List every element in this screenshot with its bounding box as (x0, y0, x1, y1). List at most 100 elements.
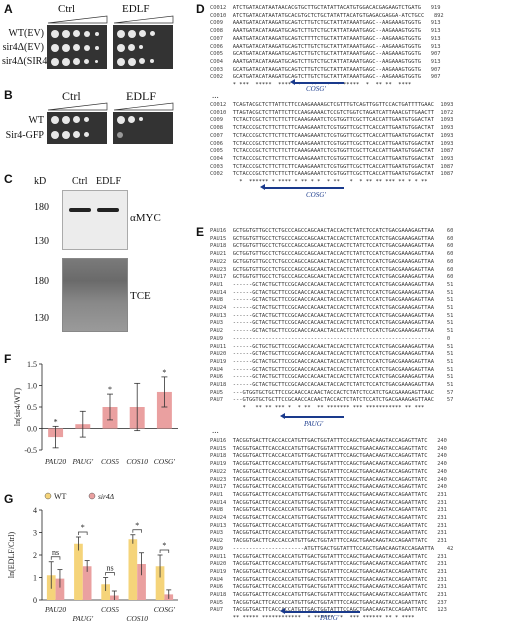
sequence: TACGGTGACTTCACCACCATGTTGACTGGTATTTCCAGCT… (232, 438, 428, 444)
alignment-row: CO05 TCTACCCGCTCTTCTTCTTCAAAGAAATCTCGTGG… (210, 148, 453, 156)
significance-marker: ns (106, 564, 113, 573)
alignment-row: PAU13 ------GCTACTGCTTCCGCAACCACAACTACCA… (210, 313, 453, 321)
sequence-position: 1093 (433, 125, 454, 132)
sequence-name: PAU8 (210, 297, 233, 304)
sequence: ------GCTACTGCTTCCGCAACCACAACTACCACTCTAT… (232, 366, 434, 373)
sequence-position: 1093 (433, 102, 454, 108)
cosg-arrow-2 (260, 184, 344, 190)
sequence: TCTACCCGCTCTTCTTCTTCAAAGAAATCTCGTGGTTCGC… (232, 171, 434, 178)
sequence-name: PAU17 (210, 484, 233, 491)
sequence-position: 231 (427, 592, 447, 599)
sequence-name: CO09 (210, 117, 233, 124)
sequence-name: CO010 (210, 12, 233, 19)
marker-180: 180 (34, 202, 49, 213)
sequence: TACGGTGACTTCACCACCATGTTGACTGGTATTTCCAGCT… (232, 561, 428, 568)
category-label: COS5 (101, 457, 119, 466)
sequence: ------GCTACTGCTTCCGCAACCACAACTACCACTCTAT… (232, 289, 434, 296)
sequence-position: 51 (433, 366, 454, 373)
alignment-row: CO07 AAATGATACATAAGATGCAGTCTTTTCTGCTATTA… (210, 36, 444, 44)
consensus-row: ** ***** ************ * ****** * *** ***… (210, 615, 415, 622)
y-tick-label: 3 (33, 529, 37, 538)
legend-label: sir4Δ (98, 492, 115, 501)
sequence-position: 51 (433, 374, 454, 381)
y-axis-label: ln(EDLF/Ctrl) (7, 532, 16, 579)
alignment-row: PAU20 TACGGTGACTTCACCACCATGTTGACTGGTATTT… (210, 561, 453, 569)
y-tick-label: -0.5 (24, 446, 37, 455)
legend-label: WT (54, 492, 67, 501)
sequence: TCTACCCGCTCTTCTTCTTCAAAGAAATCTCGTGGTTCGC… (232, 140, 434, 147)
alignment-row: CO010 ATCTGATACATAATATGCACGTGCTCTGCTATAT… (210, 13, 444, 21)
sequence-position: 231 (427, 515, 447, 522)
bar (101, 584, 110, 600)
alignment-row: PAU9 -----------------------------------… (210, 336, 453, 344)
sequence-name: CO03 (210, 163, 233, 170)
alignment-d-block1: CO012 ATCTGATACATAATAACACGTGCTTGCTATATTA… (210, 5, 444, 90)
sequence: ---GTGGTGCTGCTTCCGCAACCACAACTACCACTCTATC… (232, 389, 434, 396)
sequence: AAATGATACATAAGATGCAGTCTTGTCTGCTATTATAAAT… (232, 28, 421, 35)
sequence: TACGGTGACTTCACCACCATGTTGACTGGTATTTCCAGCT… (232, 468, 428, 475)
y-tick-label: 0.5 (27, 403, 37, 412)
sequence-position: 60 (433, 243, 454, 250)
sequence-name: CO012 (210, 5, 233, 11)
sequence-position: 913 (420, 58, 441, 65)
paug-arrow-2 (280, 608, 360, 614)
significance-marker: ns (52, 548, 59, 557)
sequence: ------GCTACTGCTTCCGCAACCACAACTACCACTCTAT… (232, 312, 434, 319)
y-tick-label: 2 (33, 551, 37, 560)
sequence-name: PAU19 (210, 461, 233, 468)
alignment-row: CO04 AAATGATACATAAGATGCAGTCTTGTCTGCTATTA… (210, 59, 444, 67)
sequence-name: CO02 (210, 171, 233, 178)
sequence: AAATGATACATAAGATGCAGTCTTGTCTGCTATTATAAAT… (232, 58, 421, 65)
sequence: AAATGATACATAAGATGCAGTCTTTTCTGCTATTATAAAT… (232, 35, 421, 42)
alignment-row: PAU23 TACGGTGACTTCACCACCATGTTGACTGGTATTT… (210, 477, 453, 485)
consensus-row: * ****** * **** * ** * * * ** * * ** ** … (210, 179, 428, 186)
sequence-position: 60 (433, 251, 454, 258)
spot-assay-ctrl-a (47, 25, 107, 69)
sequence-position: 913 (420, 28, 441, 35)
category-label: PAU20 (44, 457, 66, 466)
sequence: GCTGGTGTTGCCTCTGCCCAGCCAGCAACTACCACTCTAT… (232, 258, 434, 265)
sequence-position: 51 (433, 305, 454, 312)
panel-label-f: F (4, 352, 12, 366)
sequence-position: 51 (433, 358, 454, 365)
sequence-name: PAU1 (210, 491, 233, 498)
spot-assay-ctrl-b (47, 112, 107, 144)
sequence: GCTGGTGTTGCCTCTGCCCAGCCAGCAACTACCACTCTAT… (232, 274, 434, 281)
significance-bracket (78, 531, 88, 535)
sequence: ------GCTACTGCTTCCGCAACCACAACTACCACTCTAT… (232, 297, 434, 304)
bar (155, 566, 165, 600)
bar (74, 543, 83, 600)
significance-bracket (159, 549, 170, 553)
sequence-position: 231 (427, 538, 447, 545)
alignment-row: CO05 GCATGATACATAAGATGCAGTCTTGTCTGCTATTA… (210, 51, 444, 59)
bar (82, 566, 92, 600)
sequence: ------GCTACTGCTTCCGCAACCACAACTACCACTCTAT… (232, 351, 434, 358)
kd-label: kD (34, 176, 47, 187)
sequence-position: 237 (427, 599, 447, 606)
sequence: TACGGTGACTTCACCACCATGTTGACTGGTATTTCCAGCT… (232, 507, 428, 514)
sequence-name: PAU13 (210, 522, 233, 529)
sequence-position: 1093 (433, 140, 454, 147)
alignment-row: PAU8 TACGGTGACTTCACCACCATGTTGACTGGTATTTC… (210, 507, 453, 515)
alignment-row: PAU18 ------GCTACTGCTTCCGCAACCACAACTACCA… (210, 382, 453, 390)
sequence-name: CO07 (210, 35, 233, 42)
sequence-position: 51 (433, 297, 454, 304)
alignment-row: PAU6 TACGGTGACTTCACCACCATGTTGACTGGTATTTC… (210, 584, 453, 592)
alignment-row: PAU22 TACGGTGACTTCACCACCATGTTGACTGGTATTT… (210, 469, 453, 477)
alignment-e-block2: PAU16 TACGGTGACTTCACCACCATGTTGACTGGTATTT… (210, 438, 453, 623)
sequence-position: 240 (427, 484, 447, 491)
alignment-row: PAU19 TACGGTGACTTCACCACCATGTTGACTGGTATTT… (210, 569, 453, 577)
alignment-row: PAU11 ------GCTGCTGCTTCCGCAACCACAACTACCA… (210, 344, 453, 352)
sequence-name: PAU22 (210, 468, 233, 475)
sequence: ------GCTACTGCTTCCGCAACCACAACTACCACTCTAT… (232, 382, 434, 389)
alignment-row: PAU22 GCTGGTGTTGCCTCTGCCCAGCCAGCAACTACCA… (210, 259, 453, 267)
sequence-name: PAU19 (210, 568, 233, 575)
sequence-name: PAU6 (210, 374, 233, 381)
sequence-position: 231 (427, 499, 447, 506)
panel-label-g: G (4, 492, 14, 506)
bar (128, 539, 138, 600)
alignment-row: PAU21 GCTGGTGTTGCCTCTGCCCAGCCAGCAACTACCA… (210, 251, 453, 259)
sequence: TACGGTGACTTCACCACCATGTTGACTGGTATTTCCAGCT… (233, 607, 428, 613)
chart-g: 0 1 2 3 4 ln(EDLF/Ctrl) WT sir4Δ ns PAU20 * PAUG' ns… (7, 492, 178, 623)
sequence: TCAGTACGCTCTTATTCTTCCAAGAAAAGCTCGTTTGTCA… (232, 102, 434, 108)
